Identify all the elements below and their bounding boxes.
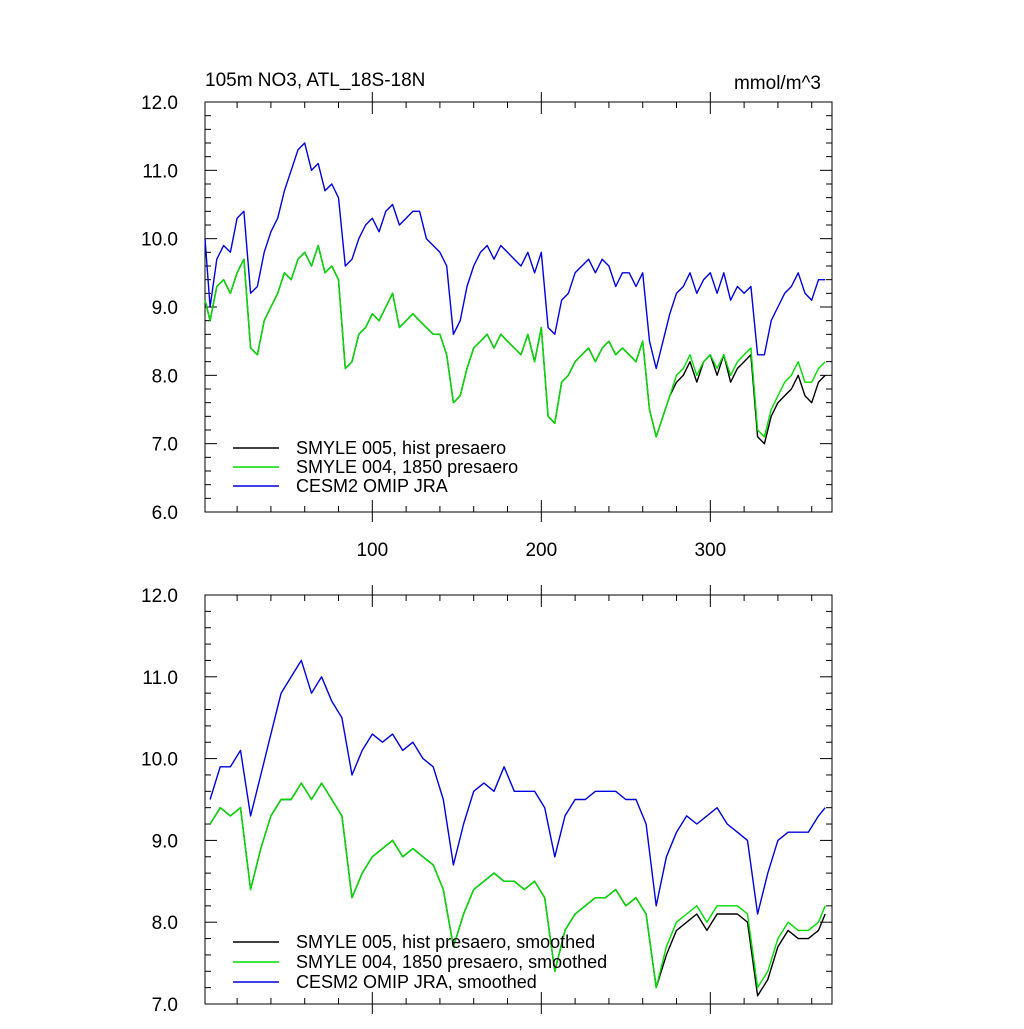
y-tick-label: 10.0 [141, 230, 178, 251]
units-label: mmol/m^3 [734, 73, 821, 94]
x-tick-label: 200 [525, 540, 557, 561]
chart-title: 105m NO3, ATL_18S-18N [205, 70, 425, 91]
legend-label: CESM2 OMIP JRA, smoothed [296, 972, 537, 992]
y-tick-label: 7.0 [152, 435, 178, 456]
x-tick-label: 300 [694, 540, 726, 561]
y-tick-label: 8.0 [152, 913, 178, 934]
y-tick-label: 12.0 [141, 586, 178, 607]
legend-label: SMYLE 005, hist presaero, smoothed [296, 932, 595, 952]
top-panel: 6.0 7.0 8.0 9.0 10.0 11.0 12.0 100 200 300 105m NO… [141, 70, 833, 561]
y-tick-label: 9.0 [152, 298, 178, 319]
series-line [204, 244, 826, 445]
y-tick-label: 12.0 [141, 93, 178, 114]
legend-label: SMYLE 004, 1850 presaero, smoothed [296, 952, 607, 972]
legend-label: SMYLE 005, hist presaero [296, 438, 506, 458]
series-line [204, 244, 826, 438]
y-tick-label: 8.0 [152, 366, 178, 387]
legend-label: SMYLE 004, 1850 presaero [296, 457, 518, 477]
y-tick-label: 6.0 [152, 503, 178, 524]
y-tick-label: 11.0 [142, 161, 178, 182]
series-line [209, 782, 826, 989]
x-tick-label: 100 [356, 540, 388, 561]
y-tick-label: 10.0 [141, 750, 178, 771]
y-tick-label: 9.0 [152, 831, 178, 852]
series-line [204, 142, 826, 370]
series-line [209, 659, 826, 915]
y-tick-label: 11.0 [142, 668, 178, 689]
legend-label: CESM2 OMIP JRA [296, 476, 448, 496]
bottom-panel: 7.0 8.0 9.0 10.0 11.0 12.0 SMYLE 005, hist pre… [141, 585, 833, 1016]
plot-frame [204, 594, 833, 1005]
y-tick-label: 7.0 [152, 995, 178, 1016]
